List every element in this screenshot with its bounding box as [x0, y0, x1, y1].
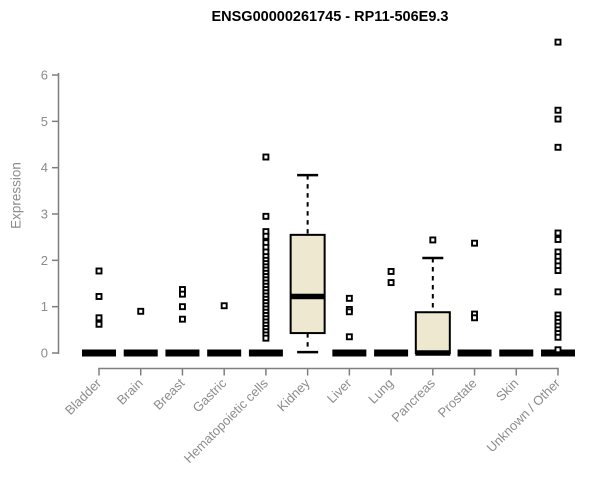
x-tick-label: Breast: [150, 375, 187, 412]
y-tick-label: 4: [41, 160, 48, 175]
median-line: [415, 350, 451, 356]
x-tick-label: Pancreas: [388, 375, 438, 425]
box: [289, 233, 326, 335]
chart-title: ENSG00000261745 - RP11-506E9.3: [211, 9, 449, 25]
outlier-point: [220, 302, 228, 310]
outlier-point: [554, 229, 562, 237]
outlier-point: [179, 315, 186, 323]
outlier-point: [137, 307, 145, 315]
outlier-point: [554, 333, 562, 341]
outlier-point: [179, 303, 186, 311]
outlier-point: [95, 320, 103, 328]
outlier-point: [554, 115, 562, 123]
outlier-point: [95, 314, 103, 322]
x-tick-label: Gastric: [190, 375, 230, 415]
collapsed-box: [374, 349, 409, 357]
y-tick-label: 0: [41, 346, 48, 361]
median-line: [290, 293, 326, 300]
outlier-point: [471, 239, 478, 247]
x-tick-label: Skin: [493, 376, 521, 404]
collapsed-box: [332, 349, 367, 357]
collapsed-box: [123, 349, 158, 357]
outlier-point: [345, 294, 353, 302]
y-tick-label: 6: [41, 68, 48, 83]
collapsed-box: [207, 349, 242, 357]
outlier-point: [387, 279, 395, 287]
x-tick-label: Kidney: [274, 375, 313, 414]
y-tick-label: 2: [41, 253, 48, 268]
outlier-point: [554, 346, 562, 354]
collapsed-box: [248, 349, 283, 357]
outlier-point: [554, 288, 562, 296]
outlier-point: [554, 38, 562, 46]
outlier-point: [345, 308, 353, 316]
outlier-point: [387, 268, 395, 275]
outlier-point: [95, 293, 103, 300]
collapsed-box: [82, 349, 116, 357]
outlier-point: [554, 143, 562, 151]
outlier-point: [262, 232, 270, 240]
outlier-point: [554, 236, 562, 243]
outlier-point: [554, 267, 562, 274]
outlier-point: [262, 212, 270, 220]
outlier-point: [471, 314, 478, 322]
box: [414, 311, 451, 355]
x-tick-label: Unknown / Other: [484, 375, 564, 455]
outlier-point: [262, 153, 270, 161]
outlier-point: [95, 267, 103, 275]
x-tick-label: Brain: [114, 376, 146, 408]
collapsed-box: [457, 349, 492, 357]
x-tick-label: Liver: [324, 375, 355, 406]
outlier-point: [429, 236, 437, 244]
y-tick-label: 5: [41, 114, 48, 129]
collapsed-box: [499, 349, 534, 357]
collapsed-box: [165, 349, 200, 357]
outlier-point: [262, 334, 270, 342]
x-tick-label: Bladder: [62, 375, 105, 418]
outlier-point: [179, 290, 186, 298]
y-tick-label: 1: [41, 299, 48, 314]
y-tick-label: 3: [41, 207, 48, 222]
outlier-point: [345, 333, 353, 341]
x-tick-label: Lung: [365, 376, 396, 407]
outlier-point: [554, 106, 562, 114]
x-tick-label: Prostate: [435, 376, 480, 421]
